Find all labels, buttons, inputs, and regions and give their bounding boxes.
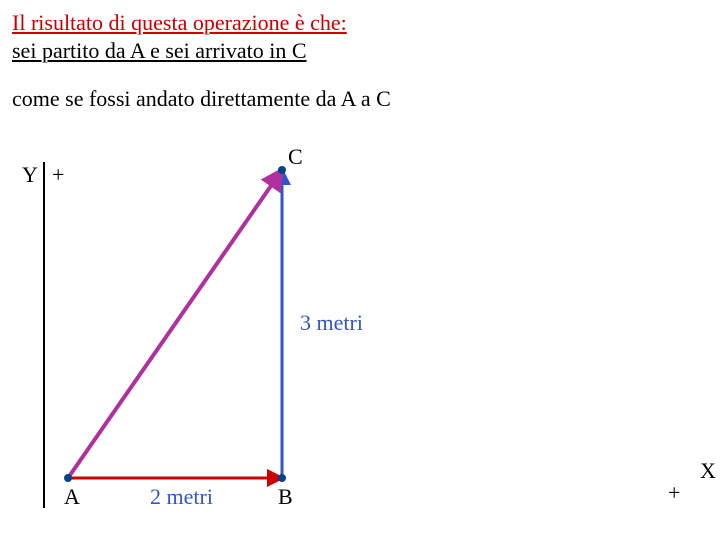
point-b-dot xyxy=(278,474,286,482)
vector-ac xyxy=(68,170,282,478)
point-a-dot xyxy=(64,474,72,482)
measure-ab-label: 2 metri xyxy=(150,484,213,509)
x-axis-label: X xyxy=(700,458,716,483)
x-axis-plus: + xyxy=(668,480,680,505)
point-b-label: B xyxy=(278,484,293,509)
point-c-dot xyxy=(278,166,286,174)
vector-diagram: A B C 2 metri 3 metri Y + + X xyxy=(0,0,720,540)
y-axis-plus: + xyxy=(52,162,64,187)
measure-bc-label: 3 metri xyxy=(300,310,363,335)
y-axis-label: Y xyxy=(22,162,38,187)
point-c-label: C xyxy=(288,144,303,169)
point-a-label: A xyxy=(64,484,80,509)
